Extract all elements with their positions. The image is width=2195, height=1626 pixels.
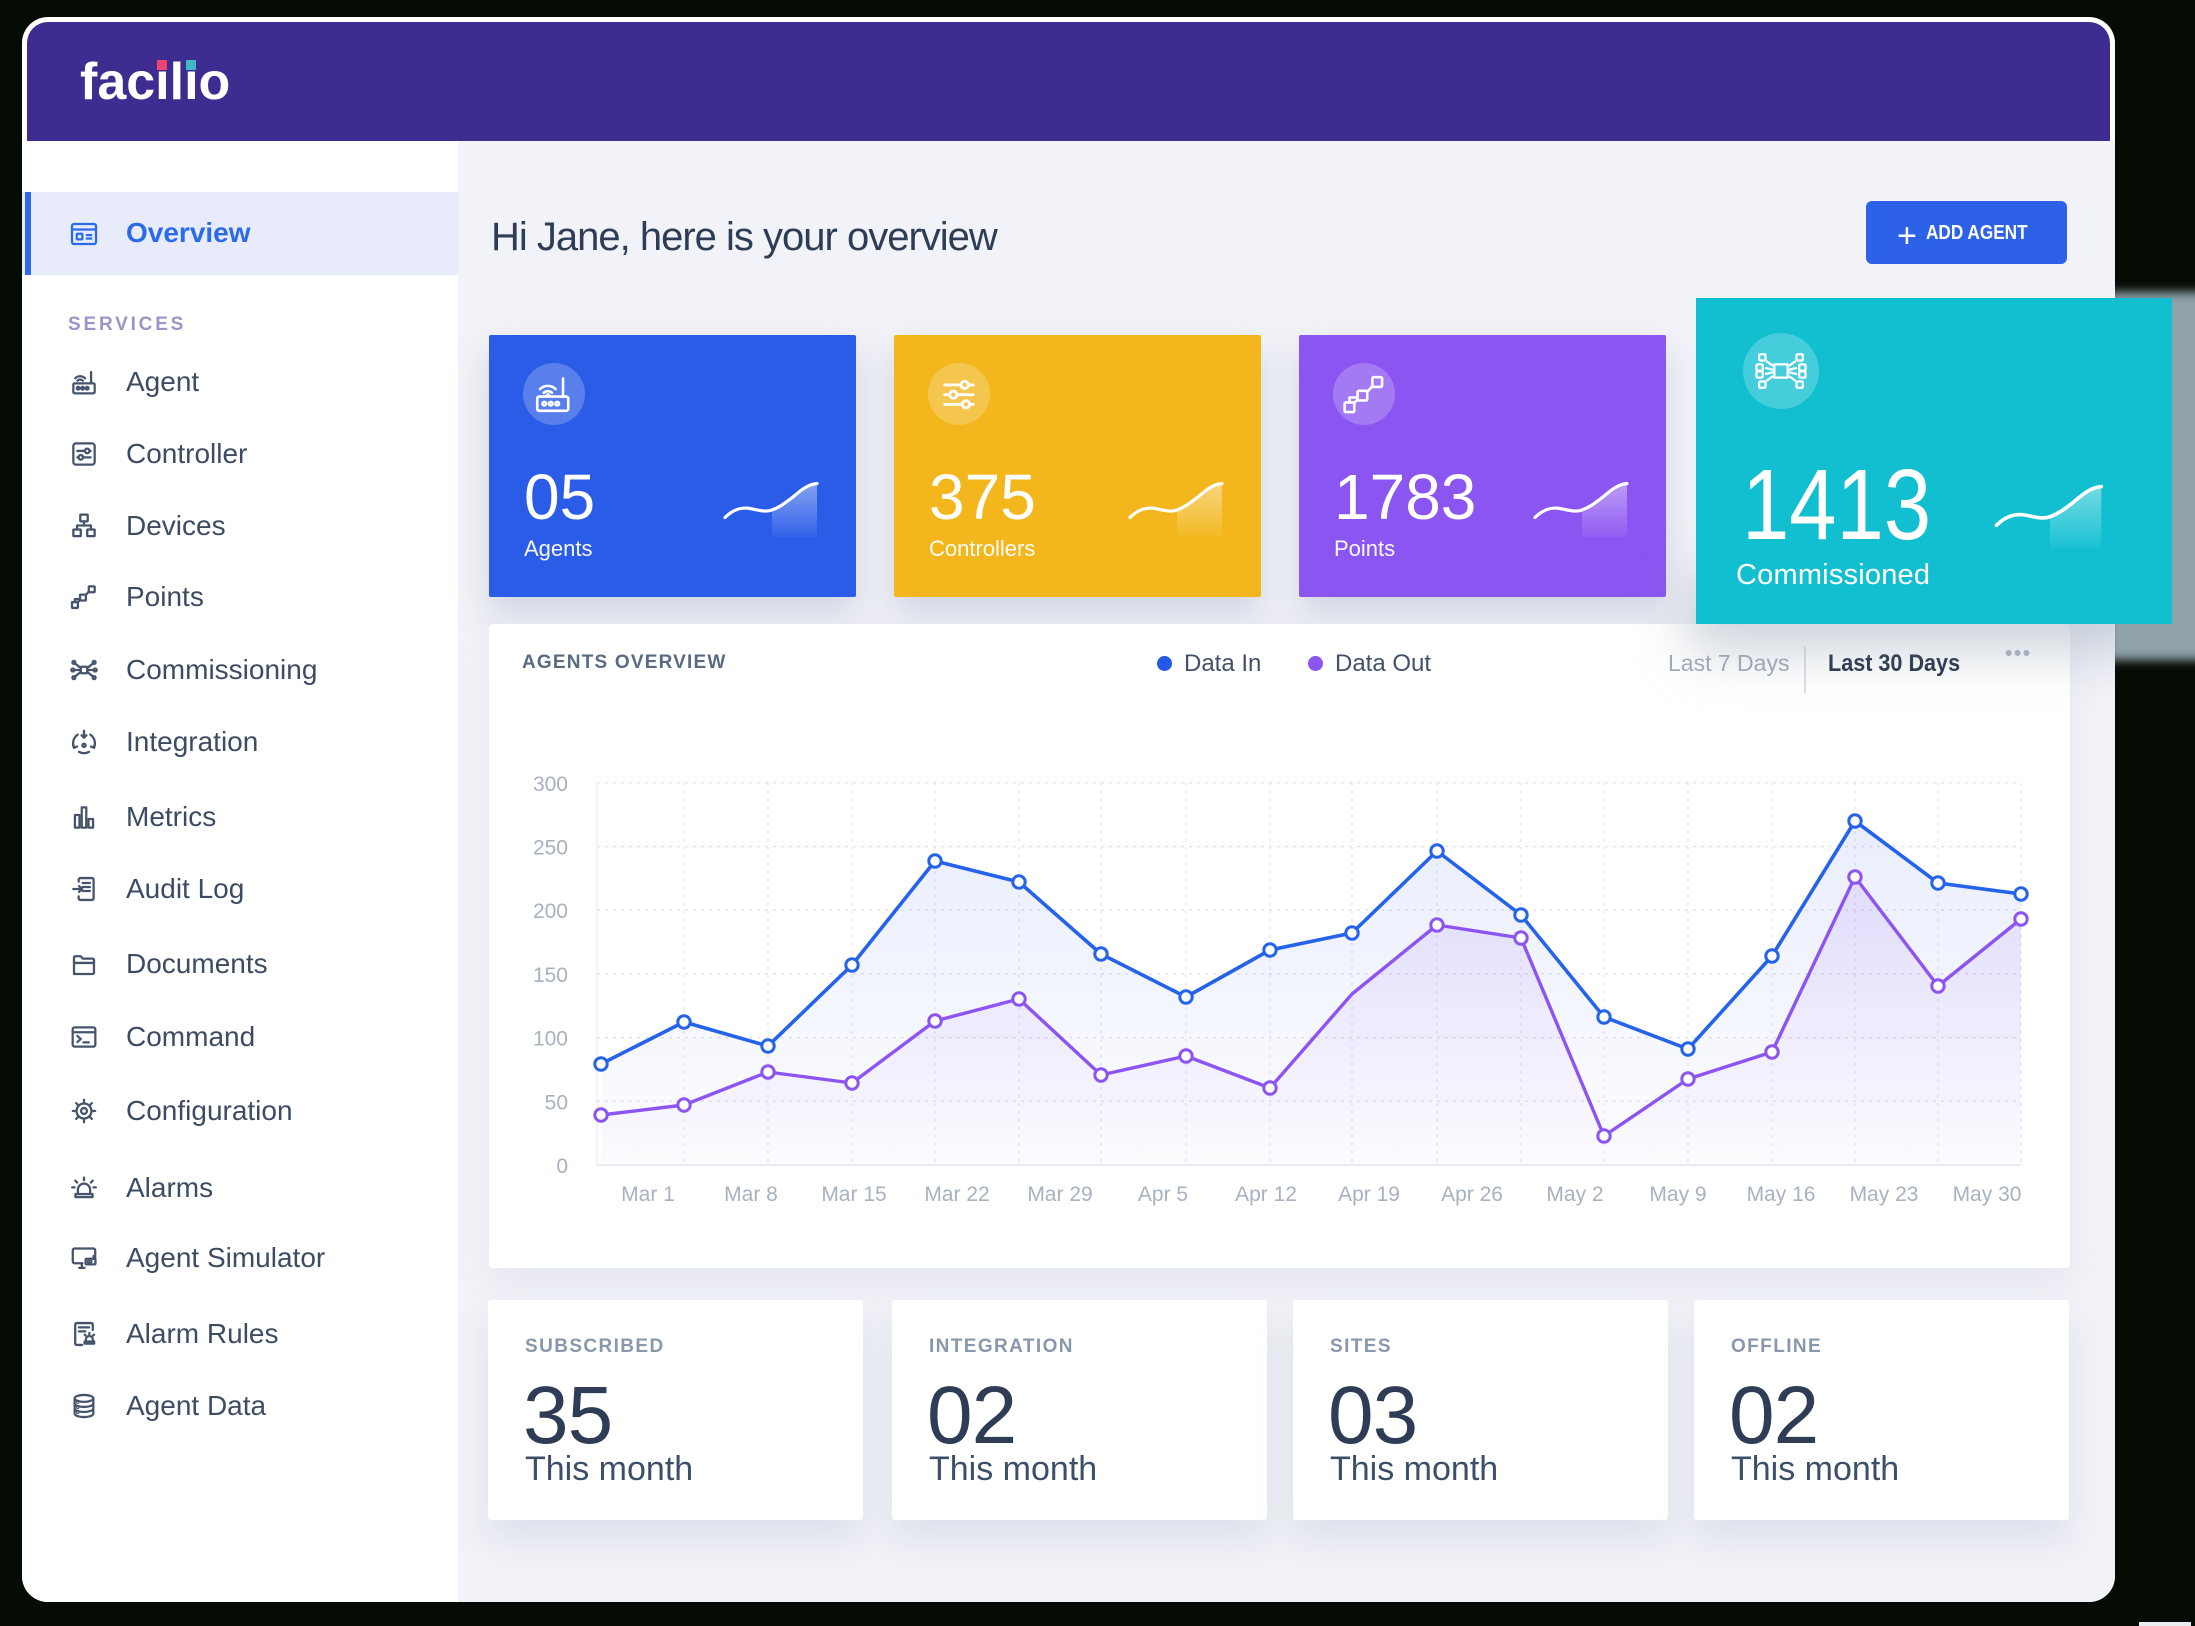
svg-text:Mar 22: Mar 22	[924, 1183, 989, 1206]
svg-text:250: 250	[533, 837, 568, 860]
svg-text:May 9: May 9	[1649, 1183, 1706, 1206]
svg-text:May 16: May 16	[1747, 1183, 1816, 1206]
svg-text:Mar 15: Mar 15	[821, 1183, 886, 1206]
svg-text:300: 300	[533, 773, 568, 796]
svg-text:150: 150	[533, 964, 568, 987]
svg-text:Mar 29: Mar 29	[1027, 1183, 1092, 1206]
svg-text:Apr 26: Apr 26	[1441, 1183, 1503, 1206]
svg-text:Mar 8: Mar 8	[724, 1183, 778, 1206]
svg-text:Apr 19: Apr 19	[1338, 1183, 1400, 1206]
svg-text:200: 200	[533, 900, 568, 923]
svg-text:Apr 12: Apr 12	[1235, 1183, 1297, 1206]
svg-text:100: 100	[533, 1028, 568, 1051]
svg-text:May 2: May 2	[1546, 1183, 1603, 1206]
svg-text:50: 50	[545, 1091, 568, 1114]
svg-text:Mar 1: Mar 1	[621, 1183, 675, 1206]
svg-text:May 23: May 23	[1850, 1183, 1919, 1206]
svg-text:0: 0	[556, 1155, 568, 1178]
svg-text:Apr 5: Apr 5	[1138, 1183, 1188, 1206]
svg-text:May 30: May 30	[1953, 1183, 2022, 1206]
